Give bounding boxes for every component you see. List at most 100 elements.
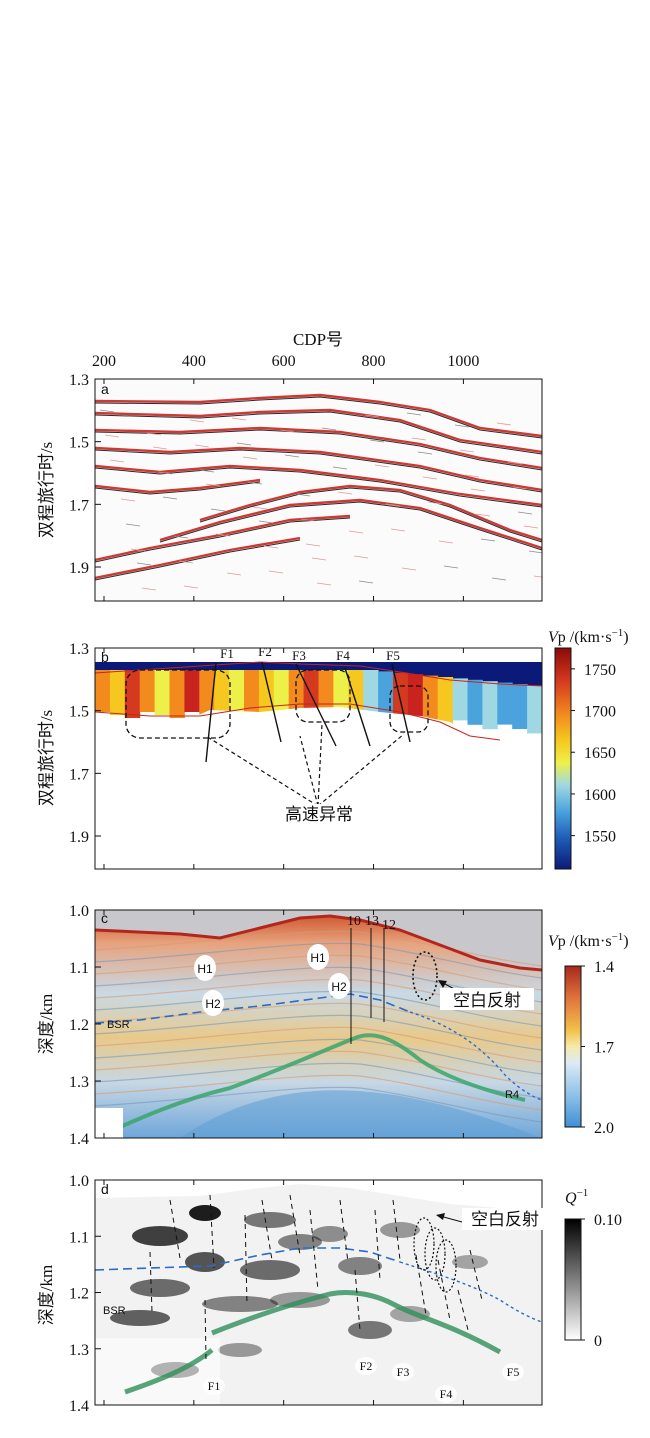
fault-line-f5 — [391, 663, 411, 743]
velocity-column — [95, 670, 111, 712]
seismic-texture — [205, 483, 221, 487]
fault-label-badge — [435, 1385, 457, 1403]
seismic-texture — [136, 562, 152, 566]
seismic-texture — [99, 409, 115, 413]
cdp-tick-label: 400 — [182, 353, 206, 370]
velocity-column — [422, 675, 439, 721]
panel-c-reflector-label: R4 — [505, 1089, 519, 1101]
fault-line-f2 — [261, 661, 282, 743]
fault-label: F5 — [386, 648, 400, 663]
seismic-texture — [454, 424, 470, 428]
velocity-column — [258, 670, 275, 718]
fault-label: F5 — [507, 1365, 520, 1379]
panel-a: a 双程旅行时/s 1.3 1.5 1.7 1.9 — [37, 372, 543, 602]
seismic-texture — [443, 565, 459, 569]
y-tick-label: 1.4 — [69, 1131, 89, 1148]
colorbar-title-rest: p /(km·s — [558, 629, 612, 646]
y-tick-label: 1.9 — [69, 829, 89, 846]
callout-line — [205, 735, 319, 807]
velocity-column — [199, 670, 215, 715]
panel-c-colorbar-ticks: 1.4 1.7 2.0 — [581, 959, 614, 1137]
seismic-texture — [178, 560, 194, 564]
seismic-texture — [464, 474, 480, 478]
seismic-reflector-trough — [199, 487, 542, 543]
seismic-reflector-trough — [95, 411, 542, 455]
seismic-texture — [369, 439, 385, 443]
well-label-10: 10 — [347, 914, 361, 929]
seismic-texture — [173, 535, 189, 539]
seismic-texture — [263, 545, 279, 549]
attenuation-blob — [189, 1205, 221, 1221]
fault-dash — [289, 1194, 301, 1256]
seismic-texture — [459, 449, 475, 453]
velocity-column — [229, 670, 245, 712]
fault-dash — [149, 1251, 153, 1313]
seismic-texture — [316, 582, 332, 586]
panel-d-green-horizon — [211, 1290, 502, 1355]
velocity-column — [124, 670, 141, 718]
panel-d-colorbar-title: Q−1 — [565, 1187, 588, 1207]
well-label-12: 12 — [382, 918, 396, 933]
seismic-reflector — [95, 478, 261, 494]
seismic-texture — [475, 513, 491, 517]
panel-d-bsr-line — [95, 1247, 401, 1271]
seismic-reflector — [95, 514, 351, 562]
colorbar-title-sup: −1 — [577, 1187, 589, 1199]
blank-reflection-outline — [413, 1217, 435, 1271]
seismic-texture — [528, 550, 542, 554]
fault-label: F4 — [336, 648, 350, 663]
seismic-reflector — [95, 426, 542, 470]
colorbar-title-sup: −1 — [612, 931, 624, 943]
velocity-column — [452, 678, 468, 721]
panel-d-green-horizon-lower — [124, 1348, 214, 1395]
fault-dash — [457, 1289, 469, 1331]
velocity-column — [214, 670, 230, 718]
seismic-texture — [411, 437, 427, 441]
colorbar-tick-label: 1700 — [584, 704, 616, 721]
seismic-reflector-trough — [95, 429, 542, 471]
panel-b-y-ticks: 1.3 1.5 1.7 1.9 — [69, 641, 101, 846]
seismic-texture — [141, 587, 157, 591]
panel-d-bsr-label: BSR — [103, 1305, 126, 1317]
seismic-texture — [268, 570, 284, 574]
panel-c-basement-velocity — [180, 1090, 542, 1138]
seismic-texture — [194, 444, 210, 448]
seismic-reflector — [95, 990, 542, 1027]
seismic-reflector-trough — [95, 467, 542, 508]
velocity-column — [318, 670, 334, 712]
panel-d-annotation-bg — [462, 1208, 550, 1230]
panel-c-bsr-projection — [409, 1011, 542, 1101]
seismic-texture — [401, 567, 417, 571]
panel-a-ylabel: 双程旅行时/s — [37, 442, 56, 538]
fault-dash — [204, 1299, 207, 1361]
panel-c-hydrate-labels: H1 H2 H1 H2 — [194, 944, 350, 1016]
attenuation-blob — [312, 1226, 348, 1242]
colorbar-tick-label: 1.7 — [594, 1040, 614, 1057]
fault-label: F1 — [220, 646, 234, 661]
seismic-texture — [284, 454, 300, 458]
velocity-column — [467, 679, 483, 725]
seismic-reflector — [95, 942, 542, 979]
panel-c-blank-reflection-outline — [412, 951, 438, 1001]
fault-line-f1 — [205, 662, 217, 763]
seismic-reflector — [95, 1002, 542, 1039]
colorbar-tick-label: 1650 — [584, 745, 616, 762]
seismic-reflector — [95, 1074, 542, 1111]
seismic-reflector — [95, 1050, 542, 1087]
seismic-texture — [364, 414, 380, 418]
y-tick-label: 1.4 — [69, 1398, 89, 1415]
seismic-texture — [183, 585, 199, 589]
hydrate-label-badge — [194, 955, 216, 981]
well-label-13: 13 — [365, 914, 379, 929]
panel-c-bsr-line — [95, 993, 411, 1024]
panel-d-lower-fade — [95, 1338, 220, 1405]
panel-a-seismic-reflectors — [95, 393, 542, 591]
seismic-texture — [125, 523, 141, 527]
cdp-tick-label: 1000 — [447, 353, 479, 370]
panel-c-x-ticks — [103, 910, 464, 1138]
panel-c-seafloor — [95, 914, 542, 972]
seismic-texture — [258, 520, 274, 524]
seismic-texture — [311, 557, 327, 561]
panel-b-callout-lines — [205, 723, 405, 807]
seismic-texture — [236, 442, 252, 446]
